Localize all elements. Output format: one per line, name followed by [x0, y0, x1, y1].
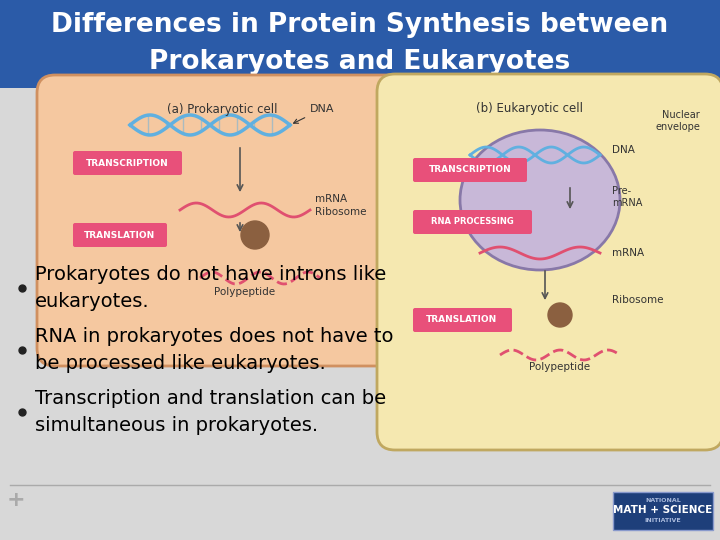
Circle shape: [241, 221, 269, 249]
FancyBboxPatch shape: [613, 492, 713, 530]
Text: Pre-
mRNA: Pre- mRNA: [612, 186, 642, 208]
Text: RNA in prokaryotes does not have to
be processed like eukaryotes.: RNA in prokaryotes does not have to be p…: [35, 327, 394, 373]
Text: mRNA: mRNA: [612, 248, 644, 258]
Text: Ribosome: Ribosome: [612, 295, 664, 305]
FancyBboxPatch shape: [377, 74, 720, 450]
Text: DNA: DNA: [294, 104, 335, 123]
Text: TRANSCRIPTION: TRANSCRIPTION: [428, 165, 511, 174]
Text: (b) Eukaryotic cell: (b) Eukaryotic cell: [477, 102, 583, 115]
Text: NATIONAL: NATIONAL: [645, 497, 681, 503]
Text: Prokaryotes do not have introns like
eukaryotes.: Prokaryotes do not have introns like euk…: [35, 265, 386, 310]
FancyBboxPatch shape: [413, 308, 512, 332]
Text: RNA PROCESSING: RNA PROCESSING: [431, 218, 513, 226]
FancyBboxPatch shape: [0, 0, 720, 88]
Text: Transcription and translation can be
simultaneous in prokaryotes.: Transcription and translation can be sim…: [35, 389, 386, 435]
Text: +: +: [6, 490, 25, 510]
FancyBboxPatch shape: [73, 223, 167, 247]
Text: Differences in Protein Synthesis between: Differences in Protein Synthesis between: [51, 12, 669, 38]
Text: Polypeptide: Polypeptide: [529, 362, 590, 372]
Text: TRANSLATION: TRANSLATION: [426, 315, 498, 325]
FancyBboxPatch shape: [413, 158, 527, 182]
Text: TRANSLATION: TRANSLATION: [84, 231, 156, 240]
Text: (a) Prokaryotic cell: (a) Prokaryotic cell: [167, 103, 278, 116]
FancyBboxPatch shape: [73, 151, 182, 175]
Text: mRNA: mRNA: [315, 194, 347, 204]
Text: Prokaryotes and Eukaryotes: Prokaryotes and Eukaryotes: [149, 49, 571, 75]
Circle shape: [548, 303, 572, 327]
Text: Ribosome: Ribosome: [315, 207, 366, 217]
FancyBboxPatch shape: [0, 88, 720, 540]
Text: Polypeptide: Polypeptide: [215, 287, 276, 297]
Text: Nuclear
envelope: Nuclear envelope: [655, 110, 700, 132]
Text: MATH + SCIENCE: MATH + SCIENCE: [613, 505, 713, 515]
FancyBboxPatch shape: [37, 75, 408, 366]
Text: INITIATIVE: INITIATIVE: [644, 518, 681, 523]
Text: DNA: DNA: [612, 145, 635, 155]
FancyBboxPatch shape: [413, 210, 532, 234]
Text: TRANSCRIPTION: TRANSCRIPTION: [86, 159, 168, 167]
Ellipse shape: [460, 130, 620, 270]
